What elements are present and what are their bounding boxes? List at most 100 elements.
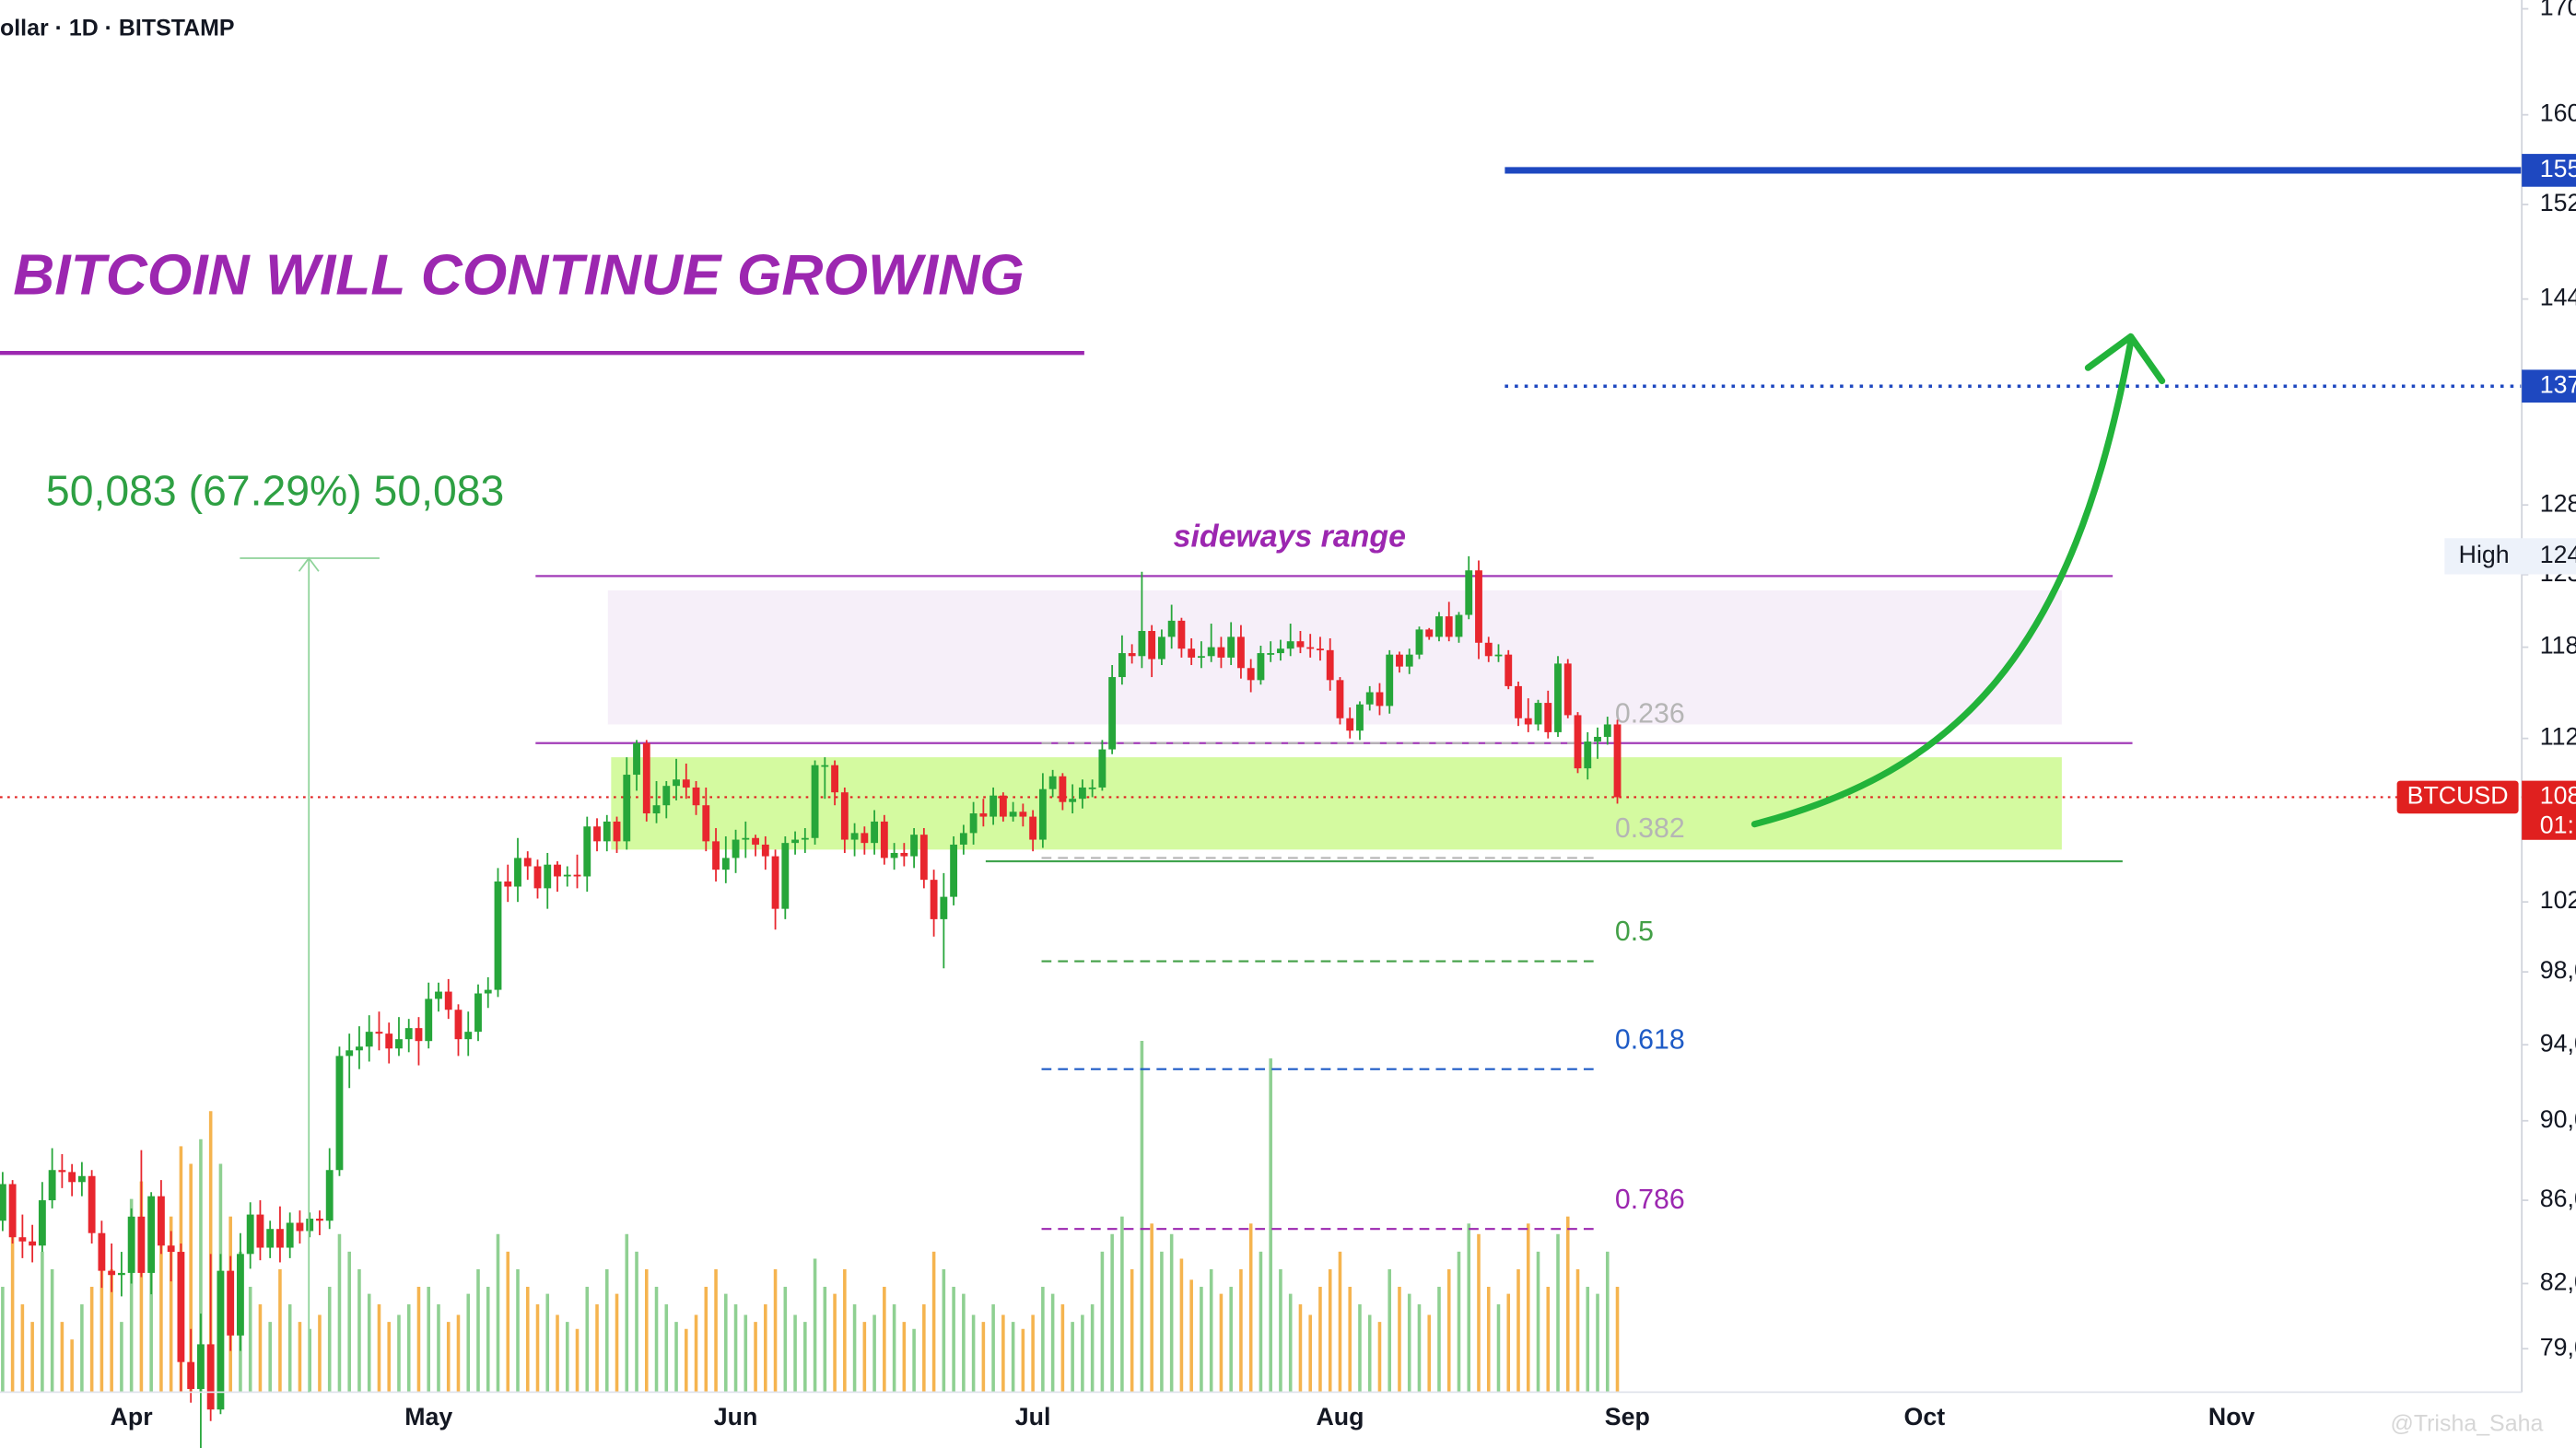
volume-bar (1031, 1314, 1035, 1393)
volume-bar (1536, 1251, 1540, 1393)
candle-body (18, 1237, 27, 1242)
volume-bar (1556, 1233, 1560, 1393)
volume-bar (1140, 1040, 1144, 1393)
candle-body (890, 852, 898, 858)
volume-bar (813, 1258, 817, 1393)
fib-label: 0.786 (1615, 1185, 1685, 1215)
x-tick-label: May (404, 1403, 452, 1430)
volume-bar (387, 1322, 392, 1393)
candle-body (1336, 680, 1344, 718)
candle-body (850, 833, 859, 840)
candle-body (642, 742, 650, 814)
y-tick-label: 79,000.00 (2540, 1333, 2576, 1360)
candle-body (157, 1196, 165, 1246)
volume-bar (120, 1322, 123, 1393)
candle-body (1534, 703, 1542, 725)
volume-bar (625, 1233, 629, 1393)
candle-body (1435, 616, 1443, 637)
candle-body (1554, 663, 1562, 732)
volume-bar (50, 1268, 54, 1393)
range-annotation: sideways range (1174, 520, 1406, 555)
volume-bar (1338, 1251, 1342, 1393)
price-tag (2522, 780, 2576, 840)
axis-layer: 170,000.00 160,000.00 152,000.00 144,000.00… (111, 0, 2576, 1430)
y-tick-label: 118,000.00 (2540, 632, 2576, 660)
candle-body (187, 1361, 195, 1389)
candle-body (356, 1046, 363, 1051)
volume-bar (733, 1304, 738, 1393)
candle-body (1386, 654, 1394, 706)
candle-body (58, 1170, 66, 1173)
volume-bar (843, 1268, 847, 1393)
candle-body (1128, 653, 1136, 657)
y-tick-label: 128,000.00 (2540, 489, 2576, 517)
volume-bar (1189, 1279, 1193, 1393)
y-tick-label: 102,000.00 (2540, 886, 2576, 914)
candle-body (1603, 724, 1611, 737)
volume-bar (1160, 1251, 1164, 1393)
candle-body (29, 1241, 37, 1246)
volume-bar (1477, 1233, 1481, 1393)
candle-body (494, 881, 502, 990)
volume-bar (744, 1314, 748, 1393)
volume-bar (1486, 1286, 1491, 1393)
volume-bar (70, 1339, 74, 1393)
growth-arrow (1751, 338, 2135, 828)
candle-body (1317, 648, 1324, 651)
volume-bar (1209, 1268, 1213, 1393)
candle-body (1405, 654, 1413, 667)
volume-bar (1259, 1251, 1263, 1393)
candle-body (196, 1344, 205, 1389)
candle-body (692, 787, 700, 806)
candle-body (48, 1170, 56, 1201)
volume-bar (942, 1268, 946, 1393)
candle-body (721, 858, 730, 870)
volume-bar (367, 1293, 371, 1393)
candle-body (840, 792, 849, 840)
volume-bar (337, 1233, 342, 1393)
volume-bar (565, 1322, 569, 1393)
volume-bar (1200, 1286, 1203, 1393)
volume-bar (1219, 1293, 1224, 1393)
candle-body (603, 821, 611, 842)
volume-bar (931, 1251, 936, 1393)
volume-bar (41, 1251, 44, 1393)
candle-body (1188, 648, 1196, 658)
candle-body (811, 765, 819, 838)
volume-bar (406, 1304, 411, 1393)
candle-body (108, 1270, 116, 1276)
y-tick-label: 160,000.00 (2540, 99, 2576, 127)
volume-bar (714, 1268, 718, 1393)
volume-bar (30, 1322, 34, 1393)
price-zone (611, 757, 2062, 850)
volume-bar (1398, 1286, 1401, 1393)
candle-body (484, 989, 492, 994)
candle-body (1237, 636, 1245, 669)
volume-bar (664, 1304, 669, 1393)
candle-body (1118, 653, 1126, 678)
candle-body (1177, 620, 1186, 649)
candle-body (1594, 736, 1601, 742)
candle-body (950, 844, 958, 897)
volume-bar (466, 1293, 471, 1393)
candle-body (871, 821, 879, 844)
volume-bar (199, 1139, 203, 1393)
candle-body (702, 805, 710, 842)
candle-body (375, 1032, 383, 1034)
volume-bar (278, 1268, 282, 1393)
volume-bar (793, 1314, 797, 1393)
volume-bar (287, 1304, 292, 1393)
volume-bar (991, 1304, 995, 1393)
volume-bar (258, 1304, 263, 1393)
volume-bar (189, 1163, 193, 1393)
volume-bar (724, 1293, 728, 1393)
volume-bar (1279, 1268, 1282, 1393)
candle-body (177, 1252, 185, 1362)
volume-bar (1526, 1223, 1530, 1393)
y-tick-label: 90,000.00 (2540, 1105, 2576, 1133)
candle-body (831, 765, 839, 793)
volume-bar (89, 1286, 94, 1393)
volume-bar (1348, 1286, 1352, 1393)
candle-body (1505, 654, 1513, 686)
candle-body (1247, 668, 1255, 681)
